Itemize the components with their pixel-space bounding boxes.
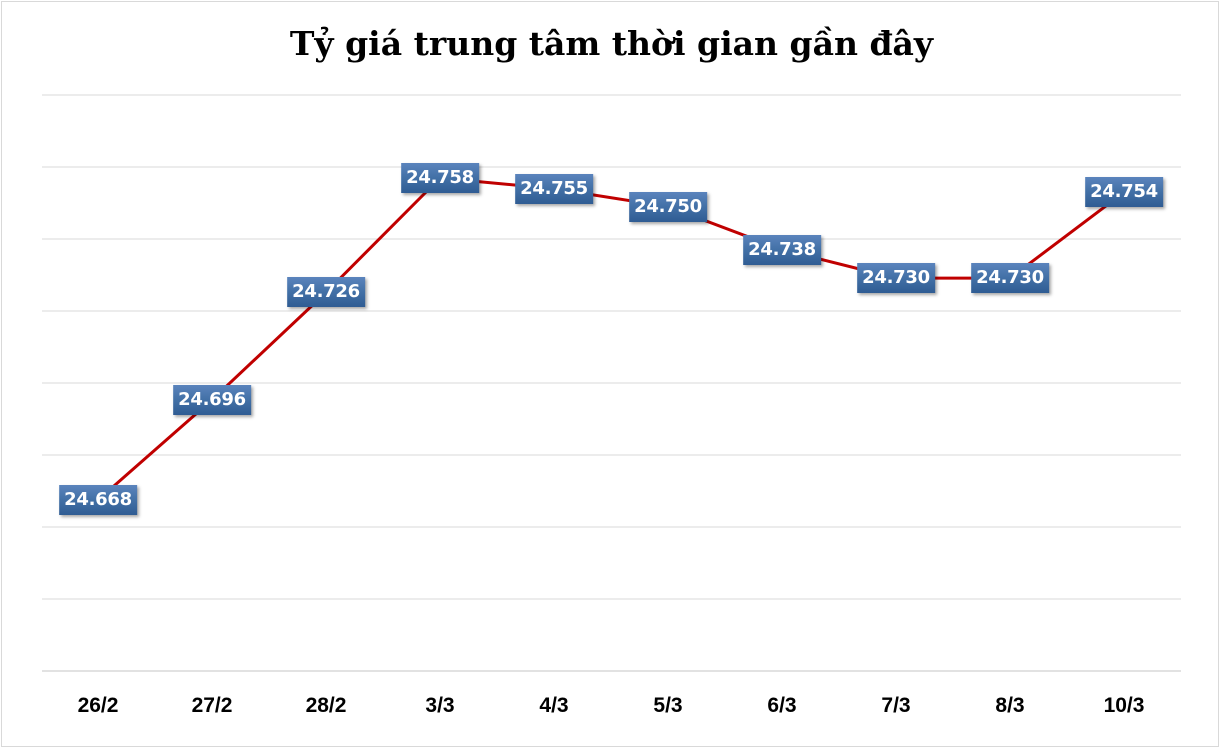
data-label: 24.696 (173, 384, 251, 415)
data-label: 24.738 (743, 234, 821, 265)
x-tick-label: 4/3 (539, 694, 569, 717)
x-tick-label: 8/3 (995, 694, 1025, 717)
data-label: 24.758 (401, 163, 479, 193)
x-tick-label: 3/3 (425, 694, 455, 717)
data-label: 24.754 (1085, 177, 1163, 208)
x-tick-label: 27/2 (191, 694, 233, 717)
data-label: 24.730 (857, 263, 935, 294)
x-tick-label: 28/2 (305, 694, 347, 717)
data-label: 24.730 (971, 263, 1049, 294)
chart-title: Tỷ giá trung tâm thời gian gần đây (289, 24, 934, 63)
data-label: 24.755 (515, 173, 593, 204)
x-tick-label: 7/3 (881, 694, 911, 717)
data-label: 24.668 (59, 485, 137, 516)
x-tick-label: 5/3 (653, 694, 683, 717)
data-label: 24.726 (287, 277, 365, 308)
x-tick-label: 26/2 (77, 694, 119, 717)
x-tick-label: 6/3 (767, 694, 797, 717)
data-line (97, 176, 1125, 502)
data-label: 24.750 (629, 191, 707, 222)
x-tick-label: 10/3 (1103, 694, 1145, 717)
